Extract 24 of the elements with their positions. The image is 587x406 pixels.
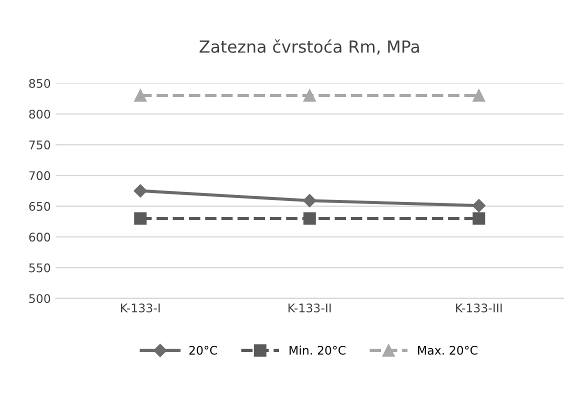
point [303,212,316,225]
legend-label: 20°C [189,346,218,355]
point [134,212,147,225]
point [472,212,486,225]
point [472,89,486,102]
point [134,184,147,198]
x-tick-label: K-133-III [456,303,502,312]
chart-title: Zatezna čvrstoća Rm, MPa [200,39,419,55]
y-tick-label: 600 [29,232,50,242]
point [303,89,316,102]
y-tick-label: 650 [29,202,50,211]
y-tick-label: 750 [29,140,50,150]
y-tick-label: 500 [29,294,50,304]
y-tick-label: 550 [29,263,50,272]
legend-label: Min. 20°C [290,346,346,355]
y-tick-label: 850 [29,78,50,88]
x-tick-label: K-133-II [288,303,331,312]
y-tick-label: 700 [29,171,50,180]
point [134,89,147,102]
y-tick-label: 800 [29,110,50,119]
x-tick-label: K-133-I [121,303,160,312]
point [303,194,316,208]
point [472,198,486,212]
legend-label: Max. 20°C [418,346,478,355]
